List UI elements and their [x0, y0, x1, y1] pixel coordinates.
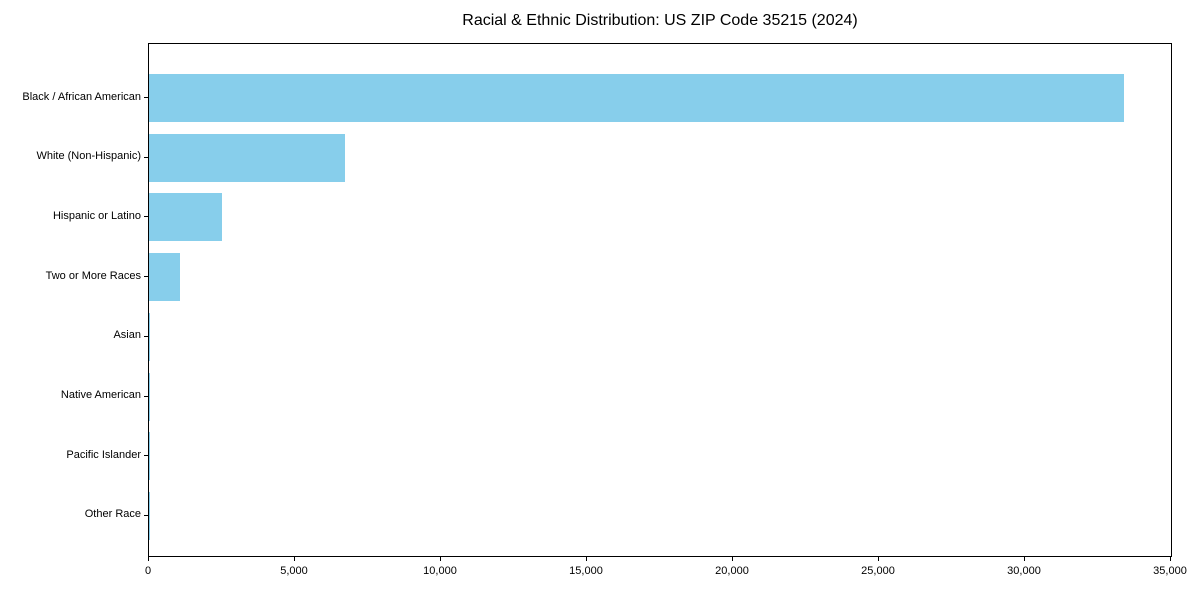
- y-tick-label-asian: Asian: [113, 329, 141, 342]
- y-tick-hispanic-or-latino: [144, 216, 148, 218]
- y-tick-white-non-hispanic: [144, 156, 148, 158]
- y-tick-two-or-more-races: [144, 276, 148, 278]
- y-tick-black-african-american: [144, 97, 148, 98]
- x-tick-5000: [294, 557, 295, 561]
- x-tick-label-35000: 35,000: [1153, 565, 1187, 577]
- x-tick-label-25000: 25,000: [861, 565, 895, 577]
- y-tick-pacific-islander: [144, 455, 148, 457]
- y-tick-label-pacific-islander: Pacific Islander: [66, 448, 141, 461]
- y-tick-label-white-non-hispanic: White (Non-Hispanic): [36, 150, 141, 163]
- y-tick-asian: [144, 335, 148, 337]
- y-tick-label-other-race: Other Race: [84, 508, 141, 521]
- x-tick-15000: [586, 557, 587, 561]
- chart-title: Racial & Ethnic Distribution: US ZIP Cod…: [462, 12, 858, 29]
- x-tick-label-20000: 20,000: [715, 565, 749, 577]
- x-tick-25000: [878, 557, 879, 561]
- x-tick-label-5000: 5,000: [280, 565, 308, 577]
- x-tick-0: [148, 557, 149, 561]
- plot-area: [148, 43, 1172, 557]
- bar-hispanic-or-latino: [149, 193, 222, 242]
- x-tick-20000: [732, 557, 733, 561]
- bar-white-non-hispanic: [149, 133, 345, 182]
- x-tick-label-0: 0: [144, 565, 152, 577]
- y-tick-label-two-or-more-races: Two or More Races: [45, 269, 141, 282]
- x-tick-30000: [1024, 557, 1025, 561]
- y-tick-label-hispanic-or-latino: Hispanic or Latino: [52, 209, 141, 222]
- bar-two-or-more-races: [149, 253, 180, 302]
- y-tick-label-black-african-american: Black / African American: [22, 90, 141, 103]
- y-tick-native-american: [144, 395, 148, 397]
- x-tick-label-10000: 10,000: [423, 565, 457, 577]
- x-tick-label-15000: 15,000: [569, 565, 603, 577]
- bar-black-african-american: [149, 74, 1125, 122]
- y-tick-label-native-american: Native American: [60, 389, 141, 401]
- x-tick-10000: [440, 557, 441, 561]
- y-tick-other-race: [144, 514, 148, 516]
- bar-asian: [149, 312, 151, 361]
- x-tick-35000: [1170, 557, 1171, 561]
- x-tick-label-30000: 30,000: [1007, 565, 1041, 577]
